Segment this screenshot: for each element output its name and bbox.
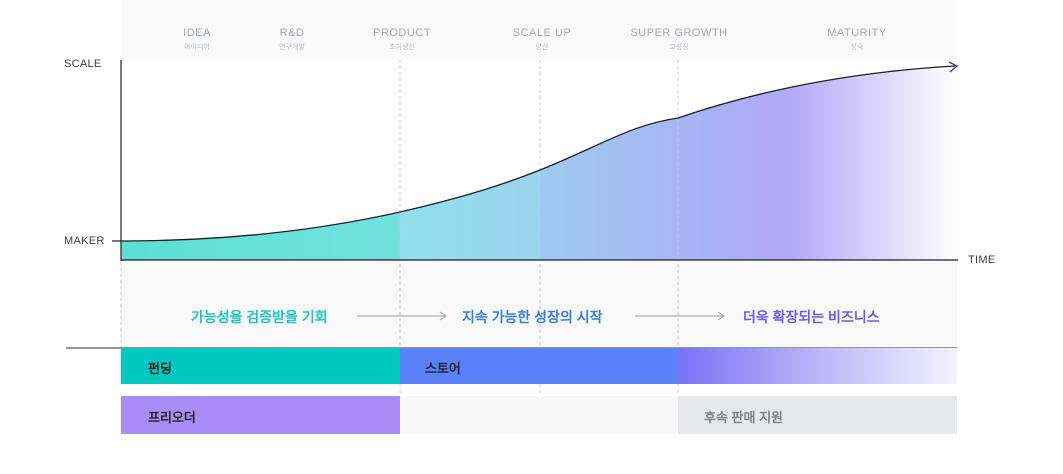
funding-bar <box>121 348 400 384</box>
growth-curve <box>120 65 956 242</box>
x-axis-label: TIME <box>968 254 996 266</box>
after-sales-bar <box>678 396 957 434</box>
stage-maturity: MATURITY 성숙 <box>797 27 917 52</box>
store-label: 스토어 <box>425 361 461 376</box>
maker-label: MAKER <box>64 235 105 247</box>
growth-curve-arrowhead <box>948 61 959 73</box>
stage-en-label: R&D <box>279 27 305 39</box>
stage-rnd: R&D 연구개발 <box>232 27 352 52</box>
stage-en-label: PRODUCT <box>373 27 431 39</box>
preorder-label: 프리오더 <box>148 410 196 425</box>
stage-supergrowth: SUPER GROWTH 고성장 <box>619 27 739 52</box>
phase-band <box>121 260 957 348</box>
stage-ko-label: 고성장 <box>669 44 689 51</box>
stage-ko-label: 초기생산 <box>389 44 415 51</box>
phase-text-expansion: 더욱 확장되는 비즈니스 <box>743 309 880 325</box>
empty-bar-segment <box>400 396 678 434</box>
store-bar <box>400 348 678 384</box>
preorder-bar <box>121 396 400 434</box>
y-axis-label: SCALE <box>64 58 102 70</box>
stage-ko-label: 연구개발 <box>279 44 305 51</box>
stage-header-band <box>121 0 957 60</box>
phase-text-growth: 지속 가능한 성장의 시작 <box>462 309 603 325</box>
phase-arrow-1-head <box>439 311 447 321</box>
stage-product: PRODUCT 초기생산 <box>342 27 462 52</box>
stage-ko-label: 성숙 <box>850 44 864 51</box>
store-bar-fade <box>678 348 957 384</box>
stage-en-label: MATURITY <box>827 27 887 39</box>
stage-en-label: SUPER GROWTH <box>630 27 728 39</box>
stage-ko-label: 아이디어 <box>184 44 210 51</box>
stage-dividers <box>120 60 679 434</box>
stage-idea: IDEA 아이디어 <box>137 27 257 52</box>
after-sales-label: 후속 판매 지원 <box>704 410 783 425</box>
stage-en-label: IDEA <box>183 27 211 39</box>
funding-label: 펀딩 <box>148 361 172 376</box>
stage-en-label: SCALE UP <box>512 27 572 39</box>
stage-scaleup: SCALE UP 양산 <box>482 27 602 52</box>
phase-arrow-2-head <box>717 311 725 321</box>
stage-ko-label: 양산 <box>535 44 549 51</box>
phase-text-validation: 가능성을 검증받을 기회 <box>191 309 328 325</box>
phase-arrows <box>357 311 725 321</box>
